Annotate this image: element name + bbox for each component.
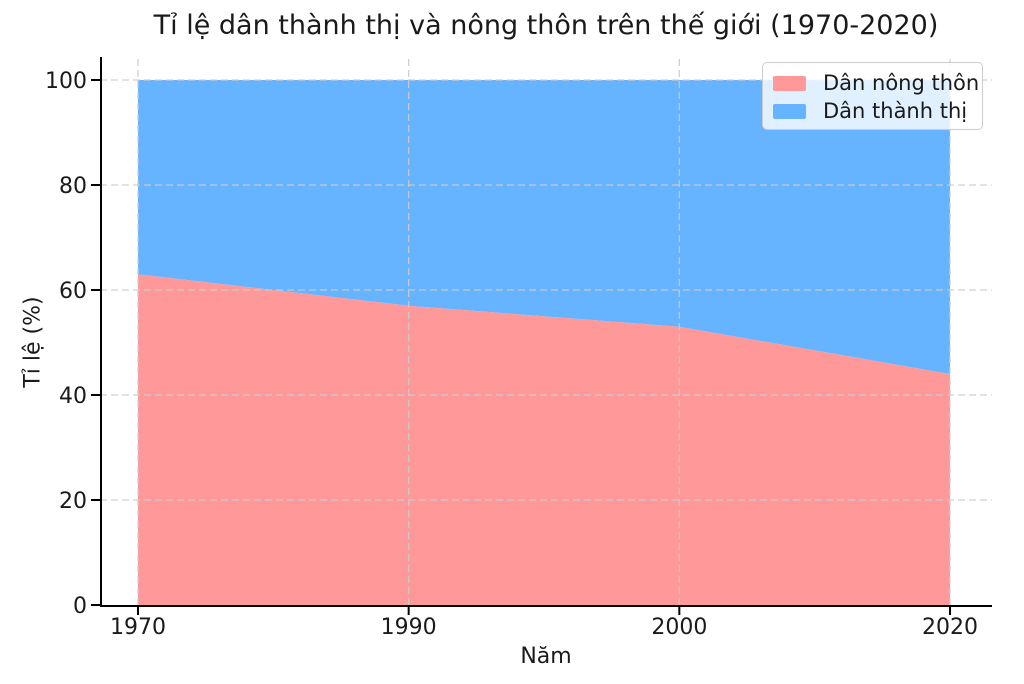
y-tick-label-100: 100 [45,69,87,94]
y-tick-label-0: 0 [73,594,87,619]
area-series-1 [138,80,950,374]
x-tick-label-1970: 1970 [110,615,166,640]
area-series-0 [138,274,950,605]
x-tick-label-1990: 1990 [381,615,437,640]
legend-item-rural: Dân nông thôn [773,69,982,97]
x-tick-label-2000: 2000 [651,615,707,640]
urban-series-swatch [773,103,806,119]
y-tick-label-40: 40 [59,384,87,409]
chart-title: Tỉ lệ dân thành thị và nông thôn trên th… [153,10,939,41]
legend: Dân nông thôn Dân thành thị [762,62,983,130]
y-tick-label-60: 60 [59,279,87,304]
rural-series-swatch [773,75,806,91]
y-tick-label-20: 20 [59,489,87,514]
x-axis-label: Năm [520,644,572,669]
rural-series-label: Dân nông thôn [823,71,980,95]
urban-series-label: Dân thành thị [823,99,968,123]
y-axis-label: Tỉ lệ (%) [20,296,46,388]
x-tick-label-2020: 2020 [922,615,978,640]
y-tick-label-80: 80 [59,174,87,199]
legend-item-urban: Dân thành thị [773,97,982,125]
